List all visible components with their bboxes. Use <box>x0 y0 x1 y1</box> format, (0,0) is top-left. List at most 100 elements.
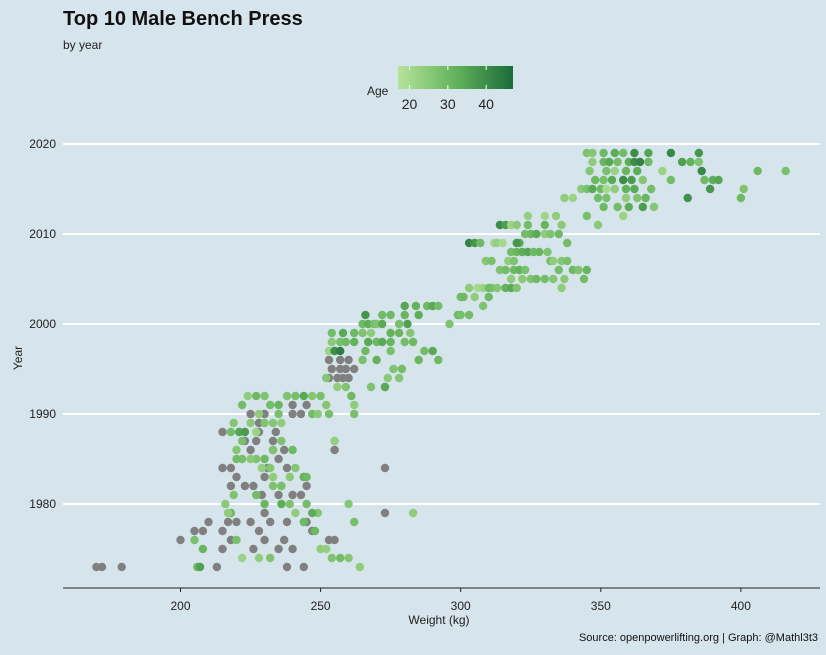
data-point-113 <box>240 427 250 437</box>
data-point-91 <box>260 499 269 509</box>
data-point-304 <box>588 157 597 167</box>
data-point-1 <box>97 562 107 572</box>
data-point-235 <box>487 256 496 266</box>
data-point-192 <box>400 337 409 347</box>
data-point-289 <box>512 238 521 248</box>
data-point-30 <box>232 472 241 482</box>
data-point-104 <box>344 499 353 509</box>
data-point-172 <box>350 409 359 419</box>
data-point-136 <box>277 418 286 428</box>
data-point-168 <box>333 382 342 392</box>
data-point-133 <box>302 499 311 509</box>
data-point-279 <box>582 265 591 275</box>
data-point-248 <box>520 265 530 275</box>
data-point-75 <box>288 400 297 410</box>
data-point-320 <box>658 166 667 176</box>
data-point-286 <box>568 193 577 203</box>
data-point-255 <box>557 283 566 293</box>
data-point-54 <box>380 463 390 473</box>
data-point-114 <box>246 418 255 428</box>
data-point-318 <box>621 166 631 176</box>
data-point-177 <box>378 337 387 347</box>
data-point-86 <box>232 535 241 545</box>
data-point-300 <box>630 148 639 158</box>
data-point-36 <box>260 472 269 482</box>
data-point-102 <box>344 553 353 563</box>
data-point-349 <box>613 202 622 212</box>
data-point-330 <box>666 175 676 185</box>
data-point-207 <box>378 319 387 329</box>
data-point-249 <box>506 274 516 284</box>
data-point-257 <box>484 283 493 293</box>
data-point-128 <box>285 472 294 482</box>
data-point-134 <box>277 436 286 446</box>
data-point-103 <box>355 562 364 572</box>
data-point-346 <box>641 193 650 203</box>
data-point-44 <box>280 445 289 455</box>
data-point-202 <box>386 310 395 320</box>
data-point-278 <box>574 265 583 275</box>
data-point-130 <box>291 463 300 473</box>
data-point-49 <box>218 427 227 437</box>
data-point-230 <box>459 292 468 302</box>
data-point-174 <box>364 337 373 347</box>
data-point-149 <box>330 436 339 446</box>
data-point-122 <box>246 454 255 464</box>
data-point-94 <box>291 508 300 518</box>
data-point-323 <box>753 166 762 176</box>
data-point-280 <box>563 238 572 248</box>
data-point-210 <box>400 301 409 311</box>
data-point-79 <box>195 562 205 572</box>
data-point-22 <box>280 535 289 545</box>
data-point-55 <box>380 508 390 518</box>
data-point-137 <box>274 409 283 419</box>
data-point-82 <box>221 499 230 509</box>
data-point-219 <box>478 301 488 311</box>
data-point-23 <box>282 517 292 527</box>
data-point-126 <box>268 481 278 491</box>
legend-tick-label-30: 30 <box>440 96 456 112</box>
data-point-76 <box>271 427 280 437</box>
data-point-2 <box>117 562 126 572</box>
data-point-266 <box>546 229 555 239</box>
data-point-338 <box>630 184 639 194</box>
data-point-303 <box>694 148 704 158</box>
data-point-178 <box>386 337 395 347</box>
data-point-115 <box>252 427 261 437</box>
data-point-16 <box>282 562 292 572</box>
data-point-144 <box>316 391 325 401</box>
data-point-80 <box>190 535 199 545</box>
data-point-340 <box>705 184 715 194</box>
data-point-185 <box>358 355 367 365</box>
data-point-205 <box>406 328 415 338</box>
data-point-261 <box>512 220 521 230</box>
data-point-238 <box>498 238 507 248</box>
data-point-7 <box>212 562 222 572</box>
data-point-347 <box>683 193 692 203</box>
legend: Age 20 30 40 <box>367 66 513 112</box>
data-point-306 <box>605 157 614 167</box>
data-point-29 <box>226 481 236 491</box>
data-point-184 <box>394 373 404 383</box>
data-point-165 <box>350 328 359 338</box>
data-point-85 <box>223 508 233 518</box>
data-points <box>92 148 790 572</box>
data-point-240 <box>509 256 519 266</box>
x-axis-label: Weight (kg) <box>408 613 469 627</box>
data-point-352 <box>649 202 659 212</box>
data-point-350 <box>624 202 633 212</box>
data-point-32 <box>226 463 236 473</box>
data-point-120 <box>257 463 266 473</box>
data-point-293 <box>554 229 563 239</box>
data-point-61 <box>344 373 353 383</box>
data-point-198 <box>361 310 370 320</box>
data-point-100 <box>327 553 336 563</box>
data-point-311 <box>644 157 653 167</box>
data-point-218 <box>470 292 479 302</box>
data-point-333 <box>714 175 723 185</box>
data-point-357 <box>602 184 611 194</box>
data-point-302 <box>666 148 676 158</box>
data-point-213 <box>434 301 443 311</box>
data-point-337 <box>621 184 631 194</box>
data-point-296 <box>588 148 597 158</box>
